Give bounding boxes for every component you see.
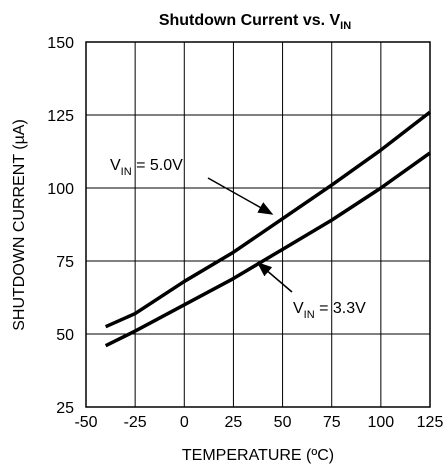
annotation-arrow [256,262,293,293]
y-tick-label: 25 [56,400,74,417]
title-sub: IN [340,20,351,32]
x-axis-label: TEMPERATURE (ºC) [182,447,334,464]
annotation: VIN = 5.0V [110,157,183,178]
y-tick-label: 100 [47,181,74,198]
annotation-text: V [110,157,121,174]
annotation-arrow [207,177,274,215]
x-tick-label: 25 [225,414,243,431]
annotation-rest: = 3.3V [315,300,366,317]
annotation-rest: = 5.0V [132,157,183,174]
annotation-sub: IN [121,166,132,178]
y-tick-label: 75 [56,254,74,271]
x-tick-label: 50 [274,414,292,431]
x-tick-label: 100 [368,414,395,431]
y-axis-label: SHUTDOWN CURRENT (µA) [11,119,28,331]
x-tick-label: 0 [180,414,189,431]
series-line [104,151,432,348]
y-tick-label: 150 [47,35,74,52]
x-tick-label: -50 [74,414,97,431]
y-tick-label: 125 [47,108,74,125]
series-line [104,110,432,329]
annotation-text: V [293,300,304,317]
plot-frame [85,41,431,408]
annotation-sub: IN [304,309,315,321]
annotation: VIN = 3.3V [293,300,366,321]
title-text: Shutdown Current vs. V [159,12,341,29]
x-tick-label: -25 [124,414,147,431]
x-tick-label: 125 [417,414,444,431]
y-tick-label: 50 [56,327,74,344]
chart-title: Shutdown Current vs. VIN [159,12,351,32]
x-tick-label: 75 [323,414,341,431]
